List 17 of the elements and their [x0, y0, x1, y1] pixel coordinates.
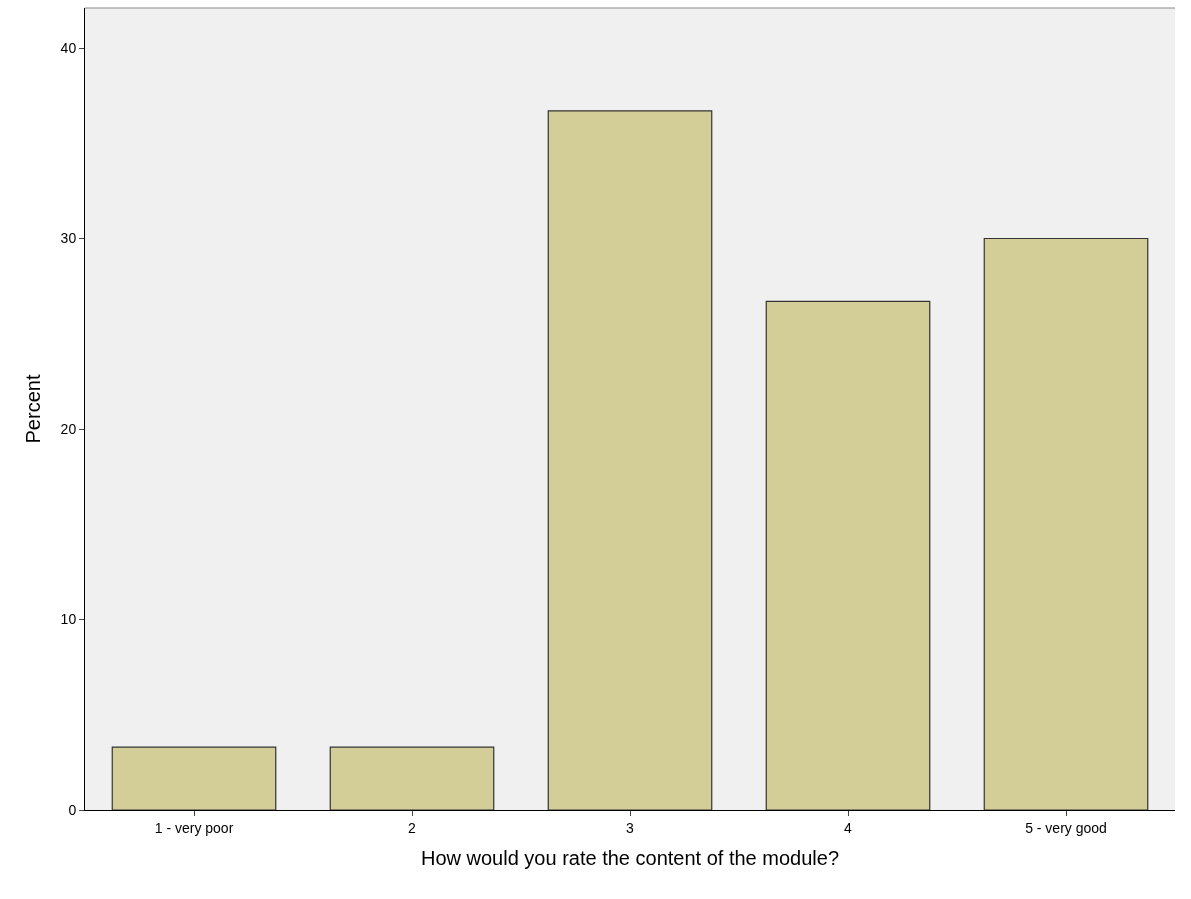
bar: [111, 746, 277, 810]
y-tick-label: 0: [68, 801, 77, 818]
y-axis-title: Percent: [22, 374, 45, 444]
x-tick-label: 2: [408, 819, 417, 836]
y-tick-label: 30: [60, 230, 77, 247]
bar: [765, 300, 931, 810]
x-tick-label: 3: [626, 819, 635, 836]
bar: [547, 110, 713, 810]
y-tick-label: 20: [60, 420, 77, 437]
x-axis-title: How would you rate the content of the module?: [420, 847, 840, 870]
bar: [983, 237, 1149, 810]
y-tick-label: 40: [60, 39, 77, 56]
y-tick-label: 10: [60, 611, 77, 628]
x-tick-label: 4: [844, 819, 853, 836]
x-tick-label: 5 - very good: [1025, 819, 1107, 836]
x-tick-label: 1 - very poor: [154, 819, 234, 836]
bar: [329, 746, 495, 810]
